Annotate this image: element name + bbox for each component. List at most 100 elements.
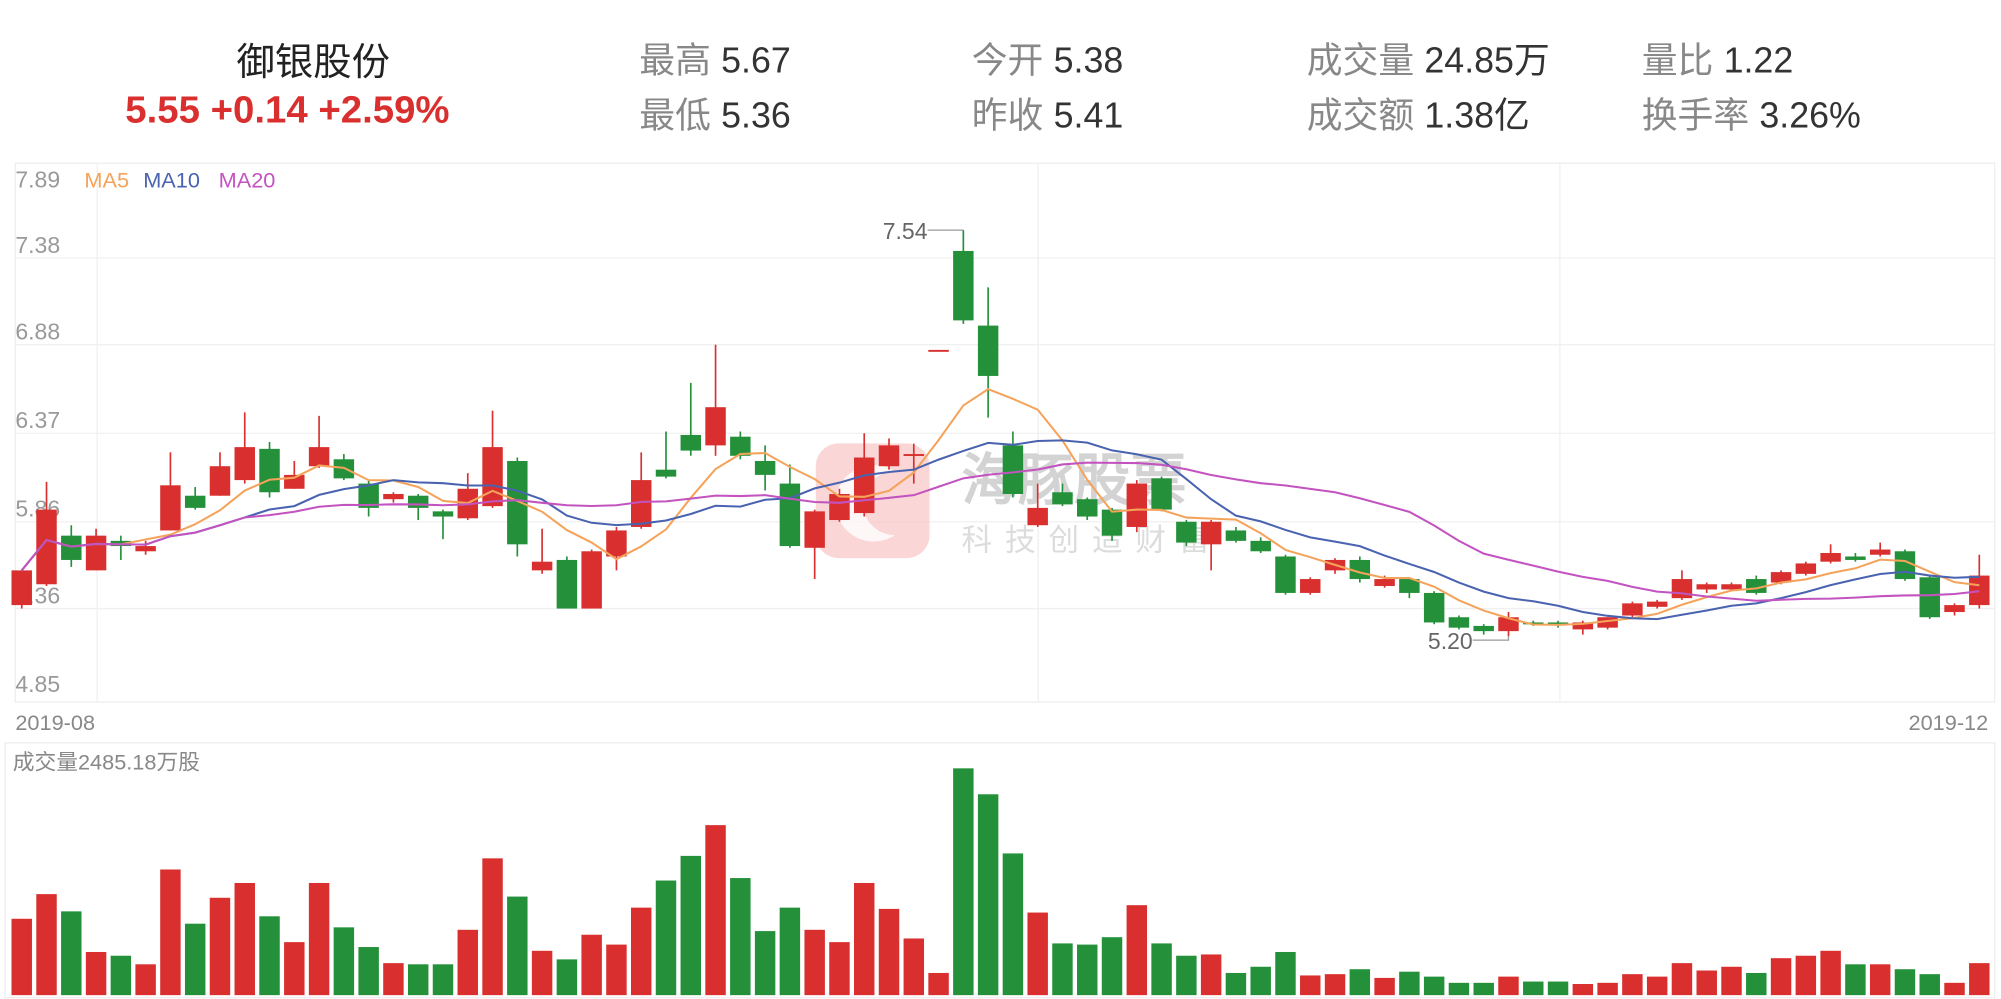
- candle: [184, 487, 206, 510]
- candle-body: [1919, 577, 1940, 618]
- volume-bar: [209, 897, 231, 996]
- candle-body: [1597, 617, 1618, 628]
- volume-bar: [1498, 976, 1519, 996]
- volume-bar: [407, 964, 429, 996]
- volume-bar: [1151, 943, 1172, 996]
- volume-bar: [556, 959, 578, 996]
- candle: [630, 452, 652, 529]
- volume-bar: [1721, 966, 1742, 996]
- volume-bar: [630, 907, 652, 996]
- candle-body: [581, 551, 602, 609]
- volume-bar: [928, 972, 949, 996]
- y-tick-label: 7.89: [15, 166, 60, 192]
- candle-body: [1869, 549, 1891, 555]
- stat-value: 24.85万: [1424, 40, 1550, 81]
- volume-bar: [903, 938, 925, 996]
- candle-body: [160, 485, 181, 531]
- candle-body: [308, 447, 330, 467]
- y-tick-label: 6.37: [15, 407, 60, 433]
- volume-bar: [333, 927, 355, 996]
- legend-ma10: MA10: [143, 167, 200, 192]
- candle-body: [85, 535, 107, 571]
- watermark-dolphin-icon: [835, 465, 896, 542]
- stat-high: 最高 5.67: [639, 33, 791, 84]
- candle-body: [1944, 605, 1965, 613]
- candle-body: [903, 454, 925, 456]
- candle-body: [1151, 478, 1172, 510]
- candle-body: [655, 469, 677, 477]
- volume-bar: [1572, 984, 1594, 996]
- volume-bar: [383, 963, 404, 996]
- candle: [1423, 591, 1445, 625]
- candle-body: [1423, 592, 1445, 623]
- candle-body: [1622, 603, 1643, 616]
- legend-ma5: MA5: [84, 167, 129, 192]
- volume-bar: [184, 923, 206, 996]
- stat-volume: 成交量 24.85万: [1307, 33, 1550, 84]
- volume-bar: [680, 855, 702, 996]
- volume-bar: [1300, 975, 1321, 996]
- volume-bar: [1374, 977, 1395, 996]
- volume-bar: [1275, 951, 1296, 996]
- ma20-line: [20, 461, 1980, 602]
- candle: [977, 287, 999, 418]
- candle-body: [507, 461, 528, 545]
- candle: [1646, 599, 1668, 609]
- candle: [1200, 520, 1222, 571]
- volume-bar: [1101, 937, 1123, 996]
- stat-prev-close: 昨收 5.41: [972, 88, 1124, 139]
- volume-bar: [754, 931, 776, 996]
- volume-bar: [308, 882, 330, 996]
- volume-bar: [1845, 964, 1866, 996]
- volume-bar: [1696, 970, 1717, 996]
- candle-body: [730, 436, 751, 456]
- volume-bar: [482, 858, 503, 996]
- candle-body: [1126, 483, 1148, 527]
- volume-bar: [730, 878, 751, 996]
- candle: [135, 540, 156, 555]
- candle: [507, 457, 528, 557]
- candle-body: [358, 483, 379, 508]
- stat-open: 今开 5.38: [972, 33, 1124, 84]
- candle-body: [1498, 617, 1519, 632]
- stat-volume-ratio: 量比 1.22: [1642, 33, 1794, 84]
- volume-bar: [606, 944, 627, 996]
- volume-bars: [11, 768, 1990, 996]
- candle-body: [829, 493, 850, 521]
- candle: [531, 528, 553, 574]
- volume-bar: [1349, 969, 1371, 996]
- candle: [1845, 553, 1866, 562]
- current-price: 5.55: [125, 89, 200, 132]
- candle: [1622, 601, 1643, 618]
- stat-low: 最低 5.36: [639, 88, 791, 139]
- volume-bar: [1077, 944, 1098, 996]
- candle: [1077, 497, 1098, 521]
- candle-body: [1969, 575, 1990, 606]
- candle-body: [556, 559, 578, 609]
- volume-bar: [804, 929, 825, 996]
- legend: MA5 MA10 MA20: [84, 167, 275, 192]
- volume-bar: [234, 882, 255, 996]
- volume-bar: [61, 911, 82, 996]
- volume-bar: [1324, 974, 1346, 996]
- candle: [1473, 624, 1494, 635]
- candle: [680, 382, 702, 456]
- stat-value: 3.26%: [1759, 95, 1861, 136]
- volume-bar: [581, 934, 602, 996]
- candle: [85, 528, 107, 571]
- candle-body: [1547, 622, 1569, 625]
- stat-value: 5.36: [721, 95, 791, 136]
- price-change: +0.14: [210, 89, 308, 132]
- volume-bar: [1944, 982, 1965, 996]
- stat-label: 量比: [1641, 40, 1714, 81]
- volume-bar: [1448, 982, 1470, 996]
- stat-label: 昨收: [971, 95, 1044, 136]
- volume-bar: [1126, 905, 1148, 996]
- stat-value: 5.38: [1053, 40, 1124, 81]
- candle-body: [1176, 521, 1197, 543]
- candle: [1671, 570, 1693, 600]
- candle: [308, 415, 330, 468]
- volume-bar: [1622, 974, 1643, 996]
- stat-turnover-rate: 换手率 3.26%: [1642, 88, 1861, 139]
- volume-bar: [1052, 943, 1073, 996]
